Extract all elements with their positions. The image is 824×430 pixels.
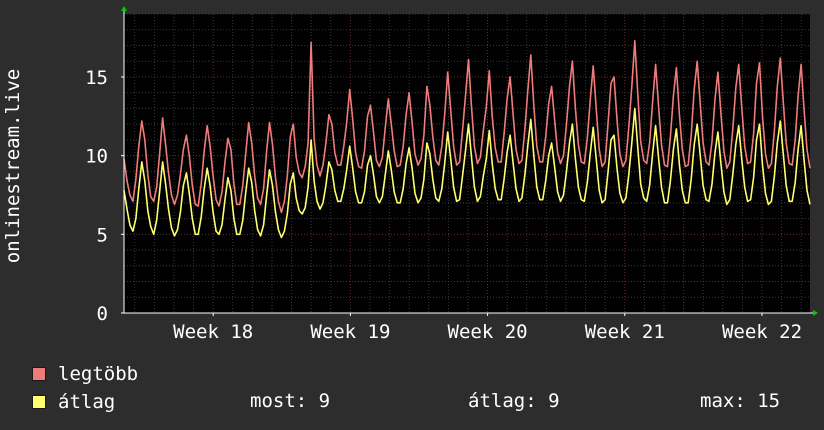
stat-average-label: átlag: bbox=[468, 390, 537, 412]
series-layer bbox=[123, 39, 811, 239]
y-axis-label: onlinestream.live bbox=[2, 69, 24, 263]
tick-labels: 0 5 10 15 Week 18 Week 19 Week 20 Week 21 Week 2… bbox=[85, 67, 802, 343]
legend-item-avg: átlag bbox=[32, 391, 116, 413]
stat-now-value: 9 bbox=[318, 390, 331, 412]
legend-label-avg: átlag bbox=[58, 391, 116, 413]
stat-max: max: 15 bbox=[700, 390, 780, 412]
legend-item-max: legtöbb bbox=[32, 363, 139, 385]
stat-average-value: 9 bbox=[548, 390, 560, 412]
y-tick-label: 15 bbox=[85, 67, 108, 89]
x-tick-label: Week 20 bbox=[448, 321, 528, 343]
y-tick-label: 10 bbox=[85, 146, 108, 168]
x-tick-label: Week 18 bbox=[173, 321, 253, 343]
x-tick-label: Week 22 bbox=[722, 321, 802, 343]
stat-now-label: most: bbox=[250, 390, 308, 412]
plot-area bbox=[124, 14, 810, 313]
x-tick-label: Week 21 bbox=[585, 321, 665, 343]
series-line-max bbox=[123, 39, 811, 214]
stat-average: átlag: 9 bbox=[468, 390, 560, 412]
x-axis-arrow bbox=[813, 310, 818, 316]
x-tick-label: Week 19 bbox=[310, 321, 390, 343]
series-line-avg bbox=[123, 107, 811, 239]
stat-now: most: 9 bbox=[250, 390, 330, 412]
legend-label-max: legtöbb bbox=[58, 363, 139, 385]
minor-grid bbox=[124, 13, 810, 313]
axes bbox=[121, 6, 818, 316]
y-axis-arrow bbox=[121, 6, 127, 11]
legend-swatch-avg bbox=[32, 395, 46, 409]
legend-swatch-max bbox=[32, 367, 46, 381]
stat-max-value: 15 bbox=[757, 390, 781, 412]
y-tick-label: 0 bbox=[97, 303, 108, 325]
stat-max-label: max: bbox=[700, 390, 746, 412]
y-tick-label: 5 bbox=[97, 224, 108, 246]
